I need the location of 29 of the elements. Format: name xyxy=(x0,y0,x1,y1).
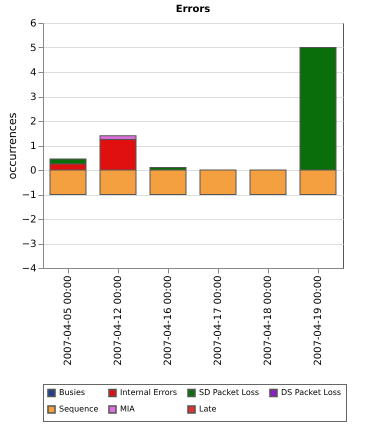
legend-label: Late xyxy=(199,404,216,414)
legend-label: SD Packet Loss xyxy=(199,388,260,397)
x-tick-label: 2007-04-05 00:00 xyxy=(63,276,74,366)
y-tick-label: −4 xyxy=(22,264,36,274)
y-tick-label: 4 xyxy=(30,68,36,78)
bar xyxy=(200,170,236,195)
x-tick-label: 2007-04-18 00:00 xyxy=(263,276,274,366)
x-tick-label: 2007-04-12 00:00 xyxy=(113,276,124,366)
legend-label: Busies xyxy=(59,388,86,397)
legend-label: Internal Errors xyxy=(120,388,178,397)
y-tick-label: −1 xyxy=(22,190,36,201)
y-tick-label: 3 xyxy=(30,92,36,103)
y-tick-label: −3 xyxy=(22,239,36,250)
y-tick-label: −2 xyxy=(22,214,36,226)
legend-label: DS Packet Loss xyxy=(281,388,342,397)
legend-label: Sequence xyxy=(59,404,99,414)
y-axis-title: occurrences xyxy=(6,112,19,180)
y-tick-label: 6 xyxy=(30,18,36,30)
bar xyxy=(150,170,186,195)
legend-label: MIA xyxy=(120,404,136,414)
chart-title: Errors xyxy=(176,4,210,15)
x-tick-label: 2007-04-17 00:00 xyxy=(213,276,224,366)
y-tick-label: 0 xyxy=(30,166,36,176)
x-tick-label: 2007-04-19 00:00 xyxy=(313,276,324,366)
y-tick-label: 1 xyxy=(30,141,36,152)
bar xyxy=(250,170,286,195)
y-tick-label: 2 xyxy=(30,116,36,128)
x-tick-label: 2007-04-16 00:00 xyxy=(163,276,174,366)
y-tick-label: 5 xyxy=(30,43,36,54)
